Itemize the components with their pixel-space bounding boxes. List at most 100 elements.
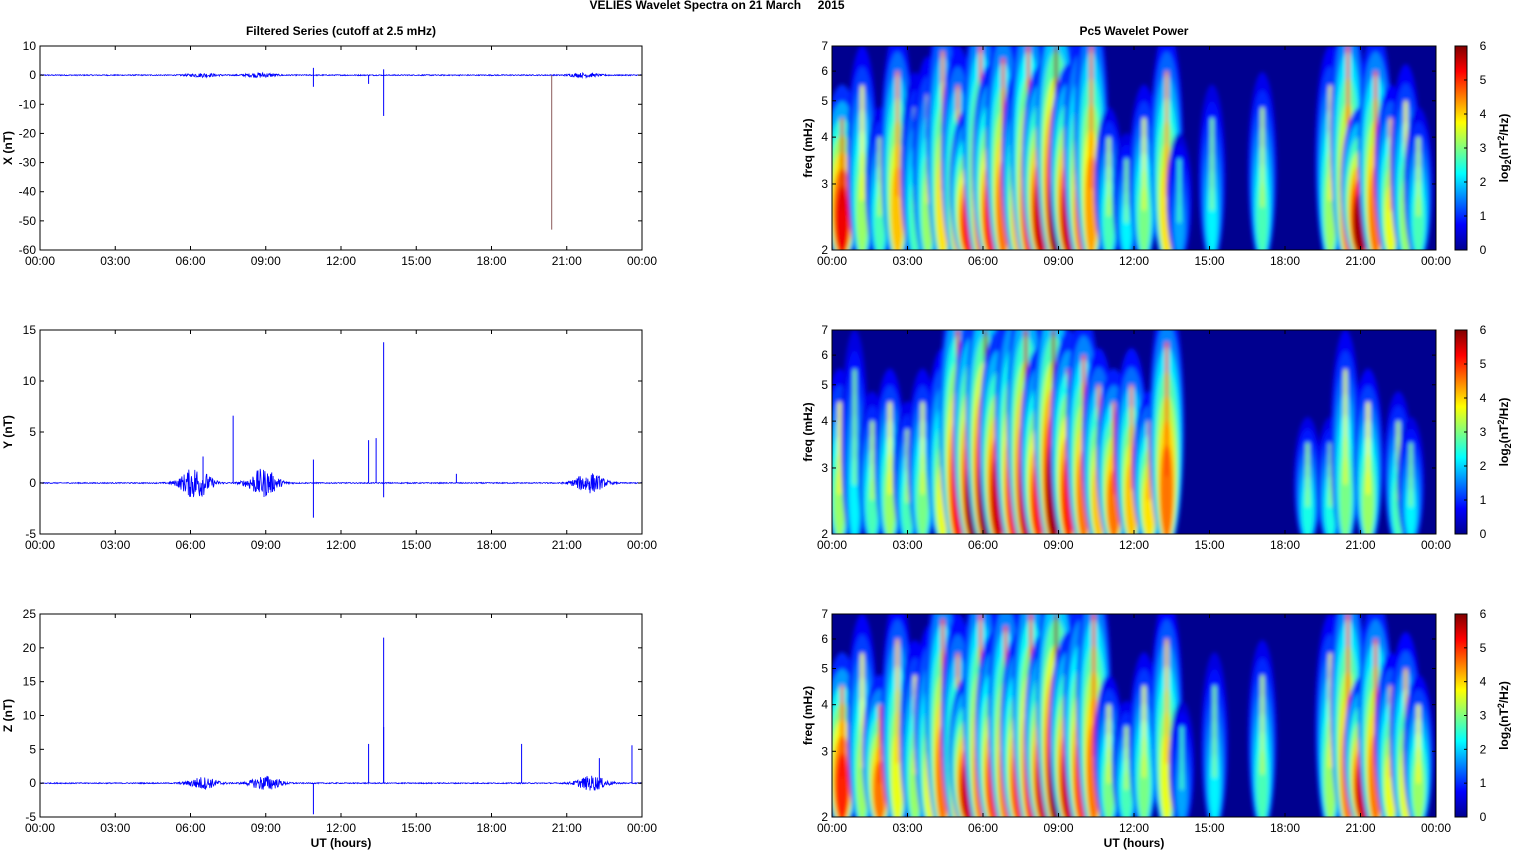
power-streak	[1346, 614, 1350, 757]
series-xtick-label: 03:00	[100, 821, 130, 835]
power-streak	[870, 421, 874, 501]
power-streak	[895, 638, 899, 764]
series-xtick-label: 18:00	[476, 821, 506, 835]
colorbar-label-part: log	[1497, 448, 1511, 466]
power-streak	[888, 401, 892, 495]
colorbar-label-part: /Hz)	[1497, 681, 1511, 703]
power-streak	[1416, 704, 1420, 784]
wavelet-xtick-label: 00:00	[1421, 254, 1451, 268]
x-axis-label-right: UT (hours)	[1104, 836, 1165, 850]
wavelet-xtick-label: 03:00	[892, 254, 922, 268]
power-blob	[1339, 454, 1351, 534]
power-streak	[1142, 685, 1146, 778]
wavelet-xtick-label: 09:00	[1043, 254, 1073, 268]
series-xtick-label: 06:00	[175, 254, 205, 268]
power-blob	[1103, 760, 1115, 817]
ytick-label: 7	[821, 323, 828, 337]
colorbar-tick-label: 4	[1480, 107, 1487, 121]
power-streak	[1124, 726, 1128, 790]
power-streak	[1328, 442, 1332, 507]
series-xtick-label: 21:00	[552, 538, 582, 552]
colorbar-label-part: (nT	[1497, 708, 1511, 727]
series-xtick-label: 15:00	[401, 821, 431, 835]
power-streak	[853, 369, 857, 485]
power-streak	[840, 117, 844, 211]
heatmap	[832, 614, 1434, 817]
wavelet-xtick-label: 15:00	[1194, 254, 1224, 268]
power-blob	[891, 164, 904, 250]
wavelet-xtick-label: 15:00	[1194, 538, 1224, 552]
series-xtick-label: 15:00	[401, 254, 431, 268]
series-xtick-label: 00:00	[627, 821, 657, 835]
colorbar-tick-label: 3	[1480, 141, 1487, 155]
ytick-label: 7	[821, 39, 828, 53]
colorbar-tick-label: 2	[1480, 742, 1487, 756]
power-streak	[1416, 137, 1420, 217]
ytick-label: 2	[821, 243, 828, 257]
colorbar-label: log2(nT2/Hz)	[1496, 398, 1513, 467]
colorbar-label-part: 2	[1503, 159, 1513, 164]
series-xtick-label: 09:00	[251, 254, 281, 268]
plot-area	[40, 330, 642, 534]
series-xtick-label: 12:00	[326, 254, 356, 268]
power-streak	[1346, 46, 1350, 189]
ytick-label: 0	[29, 68, 36, 82]
ytick-label: 6	[821, 632, 828, 646]
power-blob	[1121, 202, 1132, 250]
power-blob	[873, 760, 887, 817]
wavelet-xtick-label: 00:00	[817, 538, 847, 552]
power-streak	[1260, 675, 1264, 775]
wavelet-xtick-label: 12:00	[1119, 821, 1149, 835]
power-streak	[1260, 107, 1264, 208]
power-blob	[856, 170, 868, 250]
series-xtick-label: 12:00	[326, 821, 356, 835]
power-streak	[1180, 726, 1184, 790]
y-axis-label: X (nT)	[1, 131, 15, 165]
power-blob	[1121, 769, 1132, 817]
power-blob	[874, 192, 886, 250]
colorbar-label-part: 2	[1503, 443, 1513, 448]
wavelet-xtick-label: 09:00	[1043, 538, 1073, 552]
wavelet-panel-x: 2 3 4 5 6 7 00:00 03:00 06:00 09:00 12:00 15:00 18:0…	[801, 39, 1513, 268]
power-blob	[835, 751, 849, 817]
power-blob	[917, 468, 929, 534]
right-column-title: Pc5 Wavelet Power	[1080, 24, 1189, 38]
power-blob	[849, 454, 860, 534]
colorbar-tick-label: 0	[1480, 810, 1487, 824]
series-xtick-label: 03:00	[100, 538, 130, 552]
power-streak	[895, 71, 899, 197]
ytick-label: 4	[821, 130, 828, 144]
colorbar-label-part: 2	[1496, 703, 1506, 708]
ytick-label: 6	[821, 64, 828, 78]
heatmap	[832, 330, 1425, 534]
wavelet-xtick-label: 09:00	[1043, 821, 1073, 835]
power-streak	[1177, 158, 1181, 223]
power-streak	[1213, 685, 1217, 778]
power-blob	[1257, 180, 1268, 250]
power-streak	[1374, 638, 1378, 764]
ytick-label: -10	[19, 97, 37, 111]
power-streak	[1089, 46, 1093, 189]
wavelet-xtick-label: 21:00	[1345, 254, 1375, 268]
power-streak	[1328, 85, 1332, 201]
heatmap	[832, 46, 1433, 250]
ytick-label: 4	[821, 698, 828, 712]
series-xtick-label: 00:00	[627, 538, 657, 552]
power-blob	[1405, 486, 1416, 534]
ytick-label: 0	[29, 476, 36, 490]
wavelet-xtick-label: 06:00	[968, 254, 998, 268]
power-streak	[1112, 401, 1116, 495]
ytick-label: 6	[821, 348, 828, 362]
x-axis-label-left: UT (hours)	[311, 836, 372, 850]
power-blob	[866, 476, 878, 534]
ytick-label: 10	[23, 709, 37, 723]
power-streak	[878, 704, 882, 784]
power-blob	[1362, 468, 1374, 534]
power-streak	[1107, 704, 1111, 784]
series-line	[40, 775, 643, 791]
power-streak	[921, 401, 925, 495]
series-xtick-label: 18:00	[476, 254, 506, 268]
